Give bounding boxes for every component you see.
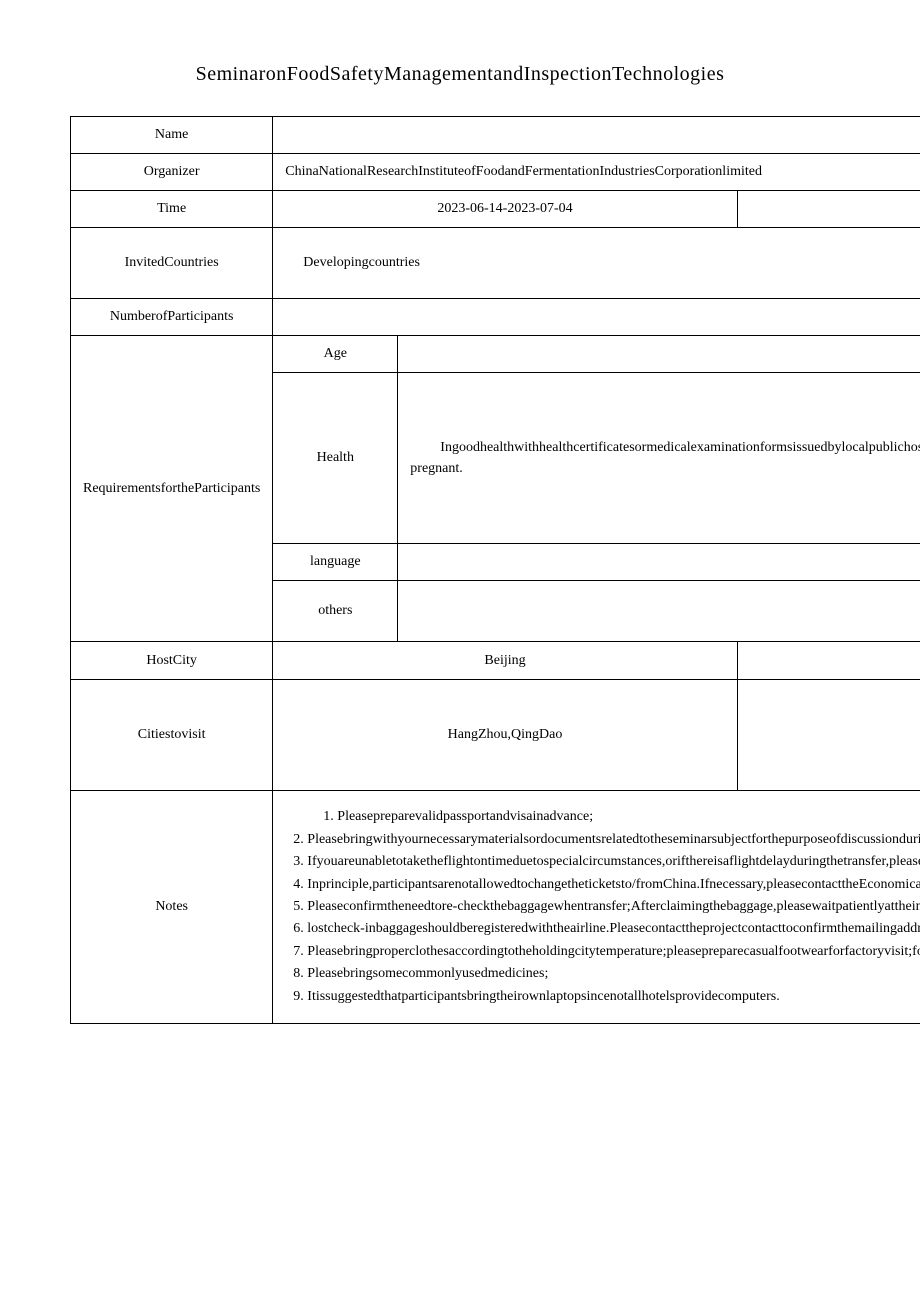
health-value: Ingoodhealthwithhealthcertificatesormedi… [398, 373, 920, 544]
table-row: Time 2023-06-14-2023-07-04 languageforle… [71, 191, 920, 228]
organizer-label: Organizer [71, 154, 273, 191]
table-row: Organizer ChinaNationalResearchInstitute… [71, 154, 920, 191]
notes-item: 6. lostcheck-inbaggageshouldberegistered… [293, 918, 920, 940]
notes-item: 2. Pleasebringwithyournecessarymaterials… [293, 829, 920, 851]
notes-label: Notes [71, 791, 273, 1024]
time-label: Time [71, 191, 273, 228]
organizer-value: ChinaNationalResearchInstituteofFoodandF… [273, 154, 920, 191]
participants-label: NumberofParticipants [71, 299, 273, 336]
notes-item: 9. Itissuggestedthatparticipantsbringthe… [293, 986, 920, 1008]
countries-label: InvitedCountries [71, 228, 273, 299]
name-label: Name [71, 117, 273, 154]
table-row: NumberofParticipants 25 [71, 299, 920, 336]
notes-item: 1. Pleasepreparevalidpassportandvisainad… [293, 806, 920, 828]
table-row: InvitedCountries Developingcountries [71, 228, 920, 299]
language-label: languageforlearning [737, 191, 920, 228]
notes-item: 4. Inprinciple,participantsarenotallowed… [293, 874, 920, 896]
hostcity-label: HostCity [71, 642, 273, 680]
table-row: Citiestovisit HangZhou,QingDao localTemp… [71, 680, 920, 791]
notes-item: 8. Pleasebringsomecommonlyusedmedicines; [293, 963, 920, 985]
notes-content: 1. Pleasepreparevalidpassportandvisainad… [273, 791, 920, 1024]
page-title: SeminaronFoodSafetyManagementandInspecti… [70, 63, 850, 86]
countries-value: Developingcountries [273, 228, 920, 299]
time-value: 2023-06-14-2023-07-04 [273, 191, 737, 228]
requirements-label: RequirementsfortheParticipants [71, 336, 273, 642]
notes-item: 3. Ifyouareunabletotaketheflightontimedu… [293, 851, 920, 873]
name-value: SeminaronFoodSafetyManagementandInspecti… [273, 117, 920, 154]
visitcities-value: HangZhou,QingDao [273, 680, 737, 791]
table-row: Notes 1. Pleasepreparevalidpassportandvi… [71, 791, 920, 1024]
visitcities-temp-label: localTemperature [737, 680, 920, 791]
age-value: Under50fordirectorgeneral'slevel;under45… [398, 336, 920, 373]
notes-item: 7. Pleasebringproperclothesaccordingtoth… [293, 941, 920, 963]
hostcity-temp-label: localTemperature [737, 642, 920, 680]
visitcities-label: Citiestovisit [71, 680, 273, 791]
table-row: Name SeminaronFoodSafetyManagementandIns… [71, 117, 920, 154]
others-value: ParticipantswhocometoChinafortrainingare… [398, 581, 920, 642]
age-label: Age [273, 336, 398, 373]
table-row: RequirementsfortheParticipants Age Under… [71, 336, 920, 373]
health-label: Health [273, 373, 398, 544]
lang-req-value: Fluencyinlistening,speaking,readingandwr… [398, 544, 920, 581]
hostcity-value: Beijing [273, 642, 737, 680]
participants-value: 25 [273, 299, 920, 336]
notes-item: 5. Pleaseconfirmtheneedtore-checkthebagg… [293, 896, 920, 918]
others-label: others [273, 581, 398, 642]
seminar-info-table: Name SeminaronFoodSafetyManagementandIns… [70, 116, 920, 1024]
table-row: HostCity Beijing localTemperature 21-33⁰… [71, 642, 920, 680]
lang-req-label: language [273, 544, 398, 581]
